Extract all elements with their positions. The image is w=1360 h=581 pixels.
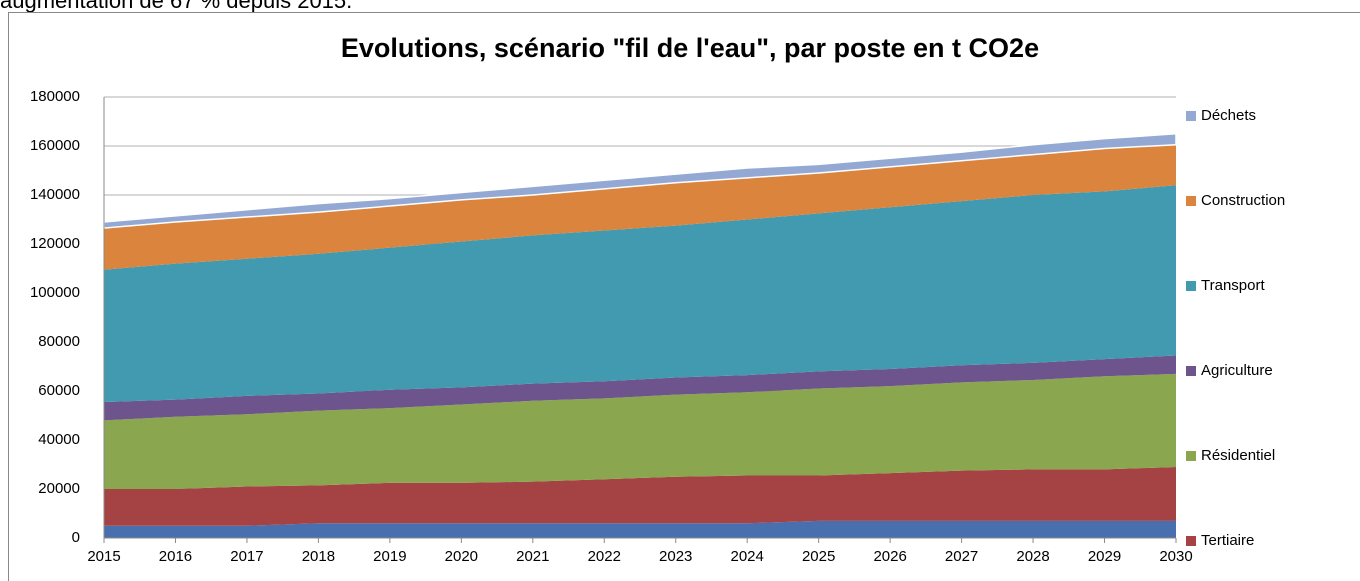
area: [104, 355, 1176, 421]
x-tick-label: 2016: [159, 548, 192, 565]
y-tick-label: 140000: [30, 186, 80, 203]
y-tick-label: 120000: [30, 235, 80, 252]
x-tick-label: 2021: [516, 548, 549, 565]
x-tick-label: 2025: [802, 548, 835, 565]
area: [104, 144, 1176, 270]
x-tick-label: 2017: [230, 548, 263, 565]
x-tick-label: 2027: [945, 548, 978, 565]
y-tick-label: 40000: [38, 431, 80, 448]
legend-label: Tertiaire: [1201, 532, 1254, 549]
legend-label: Résidentiel: [1201, 447, 1275, 464]
y-tick-label: 0: [72, 529, 80, 546]
legend-swatch: [1186, 281, 1196, 291]
y-tick-label: 80000: [38, 333, 80, 350]
x-tick-label: 2024: [731, 548, 764, 565]
legend-swatch: [1186, 366, 1196, 376]
legend-label: Déchets: [1201, 107, 1256, 124]
chart-title: Evolutions, scénario "fil de l'eau", par…: [341, 33, 1039, 63]
y-tick-label: 60000: [38, 382, 80, 399]
x-tick-label: 2029: [1088, 548, 1121, 565]
legend-label: Transport: [1201, 277, 1265, 294]
legend-label: Agriculture: [1201, 362, 1273, 379]
legend-swatch: [1186, 196, 1196, 206]
area: [104, 520, 1176, 538]
x-tick-label: 2019: [373, 548, 406, 565]
area: [103, 132, 1177, 229]
page-text: augmentation de 67 % depuis 2015.: [0, 0, 352, 13]
y-tick-label: 160000: [30, 137, 80, 154]
legend-swatch: [1186, 536, 1196, 546]
legend-swatch: [1186, 451, 1196, 461]
x-tick-label: 2026: [873, 548, 906, 565]
y-tick-label: 20000: [38, 480, 80, 497]
x-tick-label: 2028: [1016, 548, 1049, 565]
y-tick-label: 180000: [30, 88, 80, 105]
area: [104, 185, 1176, 403]
legend-swatch: [1186, 111, 1196, 121]
x-tick-label: 2022: [588, 548, 621, 565]
x-tick-label: 2018: [302, 548, 335, 565]
x-tick-label: 2030: [1159, 548, 1192, 565]
area: [104, 373, 1176, 489]
x-tick-label: 2015: [87, 548, 120, 565]
x-tick-label: 2023: [659, 548, 692, 565]
x-tick-label: 2020: [445, 548, 478, 565]
legend-label: Construction: [1201, 192, 1285, 209]
area: [104, 466, 1176, 526]
y-tick-label: 100000: [30, 284, 80, 301]
